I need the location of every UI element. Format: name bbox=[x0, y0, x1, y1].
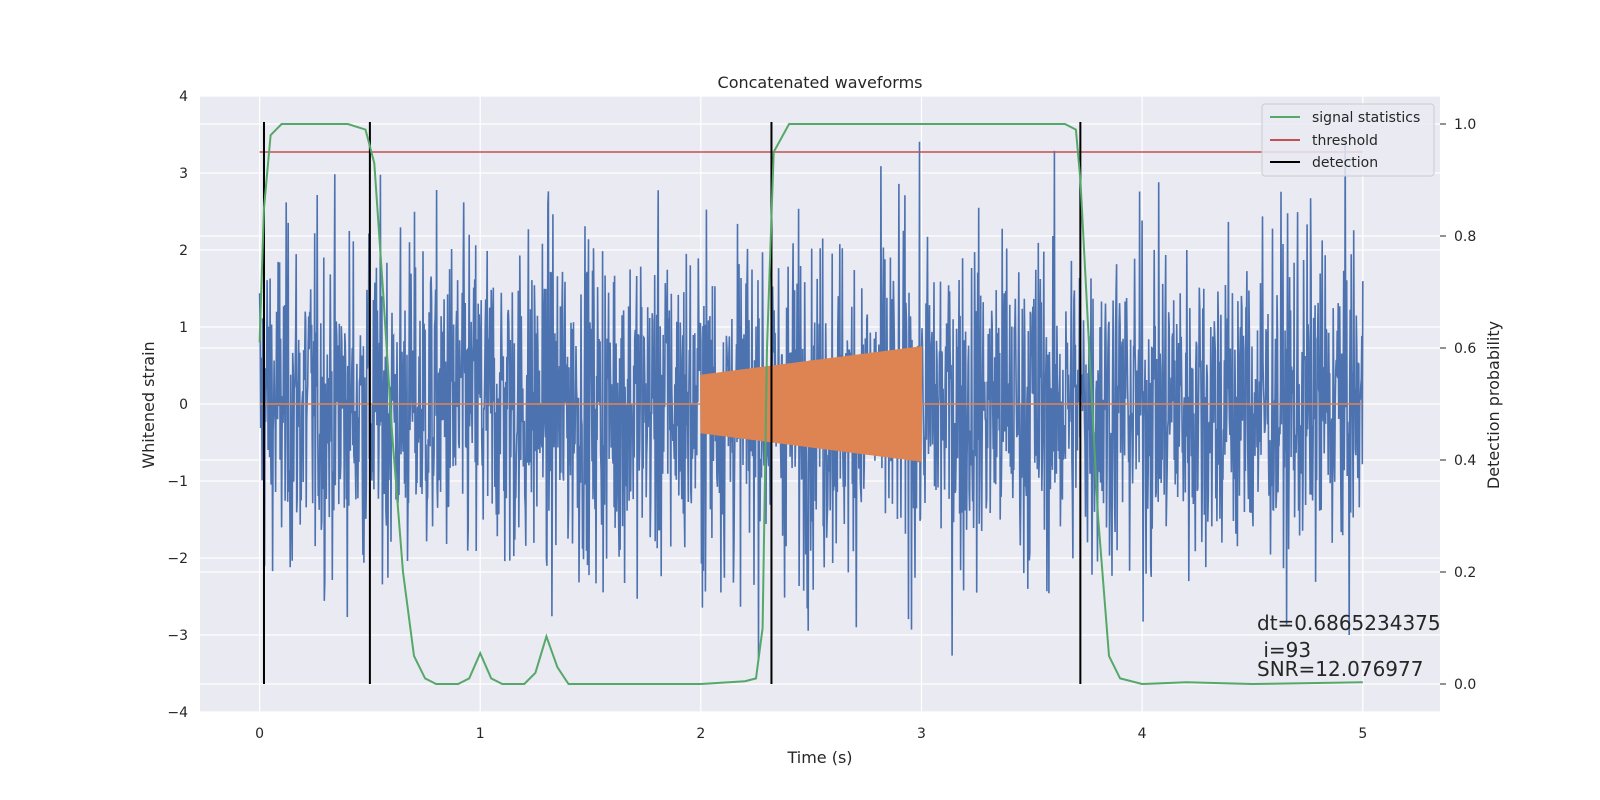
y-tick-label: −2 bbox=[167, 551, 188, 567]
y2-tick-label: 0.8 bbox=[1454, 229, 1476, 245]
strain-series bbox=[258, 136, 1364, 659]
x-tick-label: 5 bbox=[1358, 726, 1367, 742]
y2-tick-label: 1.0 bbox=[1454, 117, 1476, 133]
y-tick-label: 2 bbox=[179, 243, 188, 259]
chart-title: Concatenated waveforms bbox=[718, 73, 923, 92]
legend-label-signal-statistics: signal statistics bbox=[1312, 110, 1420, 126]
legend-label-detection: detection bbox=[1312, 155, 1378, 171]
y2-axis-label: Detection probability bbox=[1484, 321, 1503, 489]
annotation-index: i=93 bbox=[1257, 638, 1311, 662]
y-tick-label: 4 bbox=[179, 89, 188, 105]
x-tick-label: 1 bbox=[476, 726, 485, 742]
x-axis-label: Time (s) bbox=[786, 748, 852, 767]
legend-box bbox=[1261, 103, 1435, 177]
annotation-snr: SNR=12.076977 bbox=[1257, 657, 1423, 681]
y-tick-label: −3 bbox=[167, 628, 188, 644]
ticks: 0 1 2 3 4 5 −4 −3 −2 −1 0 1 2 3 4 0.0 0.2 0.4 0.6 0.8 1.0 bbox=[167, 89, 1476, 742]
y-axis-label: Whitened strain bbox=[139, 341, 158, 468]
y-tick-label: 3 bbox=[179, 166, 188, 182]
y-tick-label: 1 bbox=[179, 320, 188, 336]
y-tick-label: −4 bbox=[167, 705, 188, 721]
annotation-dt: dt=0.6865234375 bbox=[1257, 611, 1441, 635]
y-tick-label: −1 bbox=[167, 474, 188, 490]
x-tick-label: 3 bbox=[917, 726, 926, 742]
x-tick-label: 2 bbox=[696, 726, 705, 742]
y2-tick-label: 0.0 bbox=[1454, 677, 1476, 693]
legend: signal statistics threshold detection bbox=[1261, 103, 1435, 177]
legend-label-threshold: threshold bbox=[1312, 133, 1378, 149]
y2-tick-label: 0.2 bbox=[1454, 565, 1476, 581]
x-tick-label: 4 bbox=[1138, 726, 1147, 742]
injection-series bbox=[700, 346, 923, 462]
y2-tick-label: 0.6 bbox=[1454, 341, 1476, 357]
y-tick-label: 0 bbox=[179, 397, 188, 413]
x-tick-label: 0 bbox=[255, 726, 264, 742]
signal-statistics-series bbox=[258, 123, 1363, 686]
y2-tick-label: 0.4 bbox=[1454, 453, 1476, 469]
